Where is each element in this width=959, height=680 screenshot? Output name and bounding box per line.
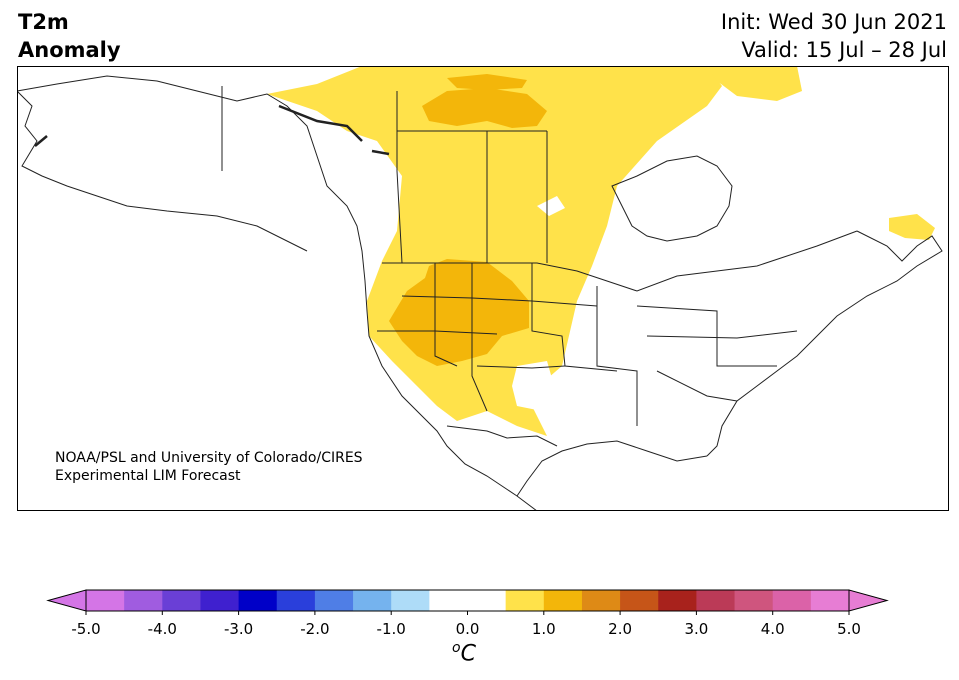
anomaly-region-dark-north-2	[447, 74, 527, 90]
colorbar-unit: oC	[452, 640, 476, 666]
canada-us-border	[382, 230, 858, 292]
colorbar-cell	[467, 590, 507, 611]
colorbar-cell	[620, 590, 659, 611]
colorbar-ticks: -5.0 -4.0 -3.0 -2.0 -1.0 0.0 1.0 2.0 3.0 4.0 5.0	[71, 611, 861, 638]
province-border-1	[396, 91, 403, 264]
init-date: Init: Wed 30 Jun 2021	[720, 10, 947, 34]
state-border-7	[377, 330, 498, 335]
anomaly-region-light	[267, 66, 722, 436]
colorbar-tick-label: -2.0	[300, 620, 329, 638]
title-line-1: T2m	[18, 10, 69, 34]
state-border-3	[531, 263, 618, 372]
colorbar-cell	[429, 590, 468, 611]
credit-text: NOAA/PSL and University of Colorado/CIRE…	[55, 449, 363, 485]
colorbar-tick-label: 0.0	[456, 620, 480, 638]
colorbar-cell	[505, 590, 545, 611]
colorbar-cell	[658, 590, 697, 611]
colorbar: -5.0 -4.0 -3.0 -2.0 -1.0 0.0 1.0 2.0 3.0 4.0 5.0	[46, 589, 889, 638]
colorbar-cell	[772, 590, 812, 611]
alaska-coastline	[17, 90, 308, 252]
state-border-1	[434, 263, 458, 367]
east-coastline	[706, 230, 943, 457]
map-frame	[17, 66, 949, 511]
colorbar-cell	[162, 590, 201, 611]
state-border-2	[471, 263, 488, 412]
colorbar-extension-low	[46, 589, 87, 612]
state-border-6	[401, 295, 598, 307]
colorbar-tick-label: 3.0	[684, 620, 708, 638]
map-borders	[17, 75, 943, 511]
anomaly-gap-lake	[537, 196, 565, 216]
state-border-10	[656, 370, 738, 402]
colorbar-tick-label: 2.0	[608, 620, 632, 638]
colorbar-tick-label: -3.0	[224, 620, 253, 638]
state-border-5	[636, 305, 777, 367]
unit-degree-sup: o	[452, 640, 461, 656]
valid-range: Valid: 15 Jul – 28 Jul	[741, 38, 947, 62]
anomaly-map	[17, 66, 949, 511]
colorbar-tick-label: -1.0	[377, 620, 406, 638]
colorbar-cell	[581, 590, 621, 611]
colorbar-cell	[810, 590, 850, 611]
colorbar-cell	[314, 590, 354, 611]
colorbar-cell	[391, 590, 430, 611]
title-line-2: Anomaly	[18, 38, 121, 62]
anomaly-region-dark-north	[422, 88, 547, 128]
state-border-9	[646, 330, 798, 339]
mexico-border	[446, 425, 558, 447]
colorbar-cell	[124, 590, 163, 611]
colorbar-cell	[353, 590, 392, 611]
anomaly-region-light-north	[707, 66, 802, 101]
map-title: T2m Anomaly	[18, 8, 121, 64]
colorbar-cell	[86, 590, 125, 611]
credit-line-1: NOAA/PSL and University of Colorado/CIRE…	[55, 450, 363, 466]
anomaly-region-dark-west	[389, 259, 529, 366]
state-border-8	[476, 365, 566, 369]
colorbar-cell	[276, 590, 316, 611]
forecast-info: Init: Wed 30 Jun 2021 Valid: 15 Jul – 28…	[721, 8, 947, 64]
colorbar-tick-label: 1.0	[532, 620, 556, 638]
anomaly-gap-south	[512, 361, 557, 411]
colorbar-cell	[238, 590, 278, 611]
colorbar-tick-label: -4.0	[148, 620, 177, 638]
colorbar-extension-high	[848, 589, 889, 612]
colorbar-cell	[696, 590, 736, 611]
alaska-range	[34, 104, 390, 156]
west-coastline	[17, 75, 538, 511]
colorbar-tick-label: -5.0	[71, 620, 100, 638]
state-border-4	[596, 286, 638, 426]
colorbar-cell	[543, 590, 583, 611]
anomaly-region-light-labrador	[889, 214, 935, 240]
credit-line-2: Experimental LIM Forecast	[55, 468, 241, 484]
colorbar-tick-label: 5.0	[837, 620, 861, 638]
gulf-coastline	[516, 440, 708, 497]
colorbar-cell	[200, 590, 240, 611]
unit-letter: C	[460, 641, 476, 667]
colorbar-cell	[734, 590, 774, 611]
hudson-bay-coast	[611, 155, 733, 242]
colorbar-cells	[86, 590, 850, 611]
colorbar-tick-label: 4.0	[761, 620, 785, 638]
